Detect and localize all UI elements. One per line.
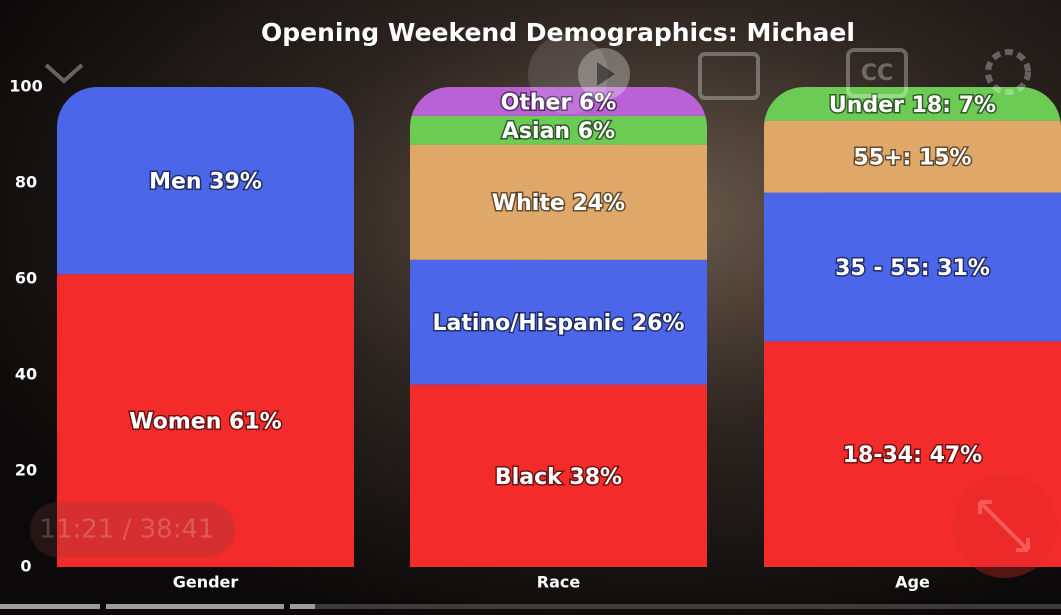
collapse-button[interactable] [44, 63, 84, 84]
y-tick-label: 40 [15, 365, 37, 384]
time-display: 11:21 / 38:41 [39, 515, 214, 545]
cast-button[interactable] [698, 52, 760, 100]
y-tick-label: 100 [9, 77, 42, 96]
progress-remaining [315, 604, 1061, 609]
bar-segment [57, 274, 354, 567]
segment-label: Under 18: 7% [829, 93, 996, 118]
fullscreen-icon [978, 500, 1030, 552]
stacked-bar [764, 87, 1061, 567]
y-tick-label: 60 [15, 269, 37, 288]
bar-segment [410, 144, 707, 260]
segment-label: Black 38% [495, 465, 622, 490]
segment-label: Asian 6% [502, 119, 615, 144]
segment-label: Latino/Hispanic 26% [433, 311, 685, 336]
progress-segment [106, 604, 284, 609]
progress-segment [0, 604, 100, 609]
chart: 0 20 40 60 80 100 Women 61% Men 39% Gender Black … [9, 77, 1061, 592]
segment-label: Other 6% [501, 90, 617, 115]
bar-segment [410, 115, 707, 145]
bar-segment [764, 192, 1061, 342]
y-tick-label: 0 [20, 557, 31, 576]
progress-segment [290, 604, 315, 609]
bar-segment [410, 384, 707, 567]
segment-label: 18-34: 47% [843, 443, 982, 468]
segment-label: 35 - 55: 31% [835, 256, 990, 281]
cc-label: CC [861, 61, 893, 86]
segment-label: White 24% [492, 191, 625, 216]
x-tick-label: Race [537, 573, 581, 592]
stacked-bar [410, 87, 707, 567]
cc-button[interactable] [846, 48, 908, 98]
chart-title: Opening Weekend Demographics: Michael [261, 18, 855, 47]
bar-segment [764, 87, 1061, 121]
bar-segment [410, 87, 707, 116]
segment-label: Women 61% [129, 410, 281, 435]
progress-bar[interactable] [0, 604, 1061, 609]
time-pill [30, 502, 235, 557]
y-tick-label: 20 [15, 461, 37, 480]
bar-segment [57, 87, 354, 275]
x-tick-label: Gender [173, 573, 239, 592]
y-tick-label: 80 [15, 173, 37, 192]
bar-segment [410, 259, 707, 385]
play-button[interactable] [578, 48, 630, 100]
bar-segment [764, 341, 1061, 567]
play-icon [597, 62, 615, 86]
segment-label: 55+: 15% [853, 146, 971, 171]
settings-button[interactable] [985, 49, 1031, 95]
segment-label: Men 39% [149, 170, 262, 195]
stacked-bar [57, 87, 354, 567]
bar-segment [764, 120, 1061, 193]
play-button-bg[interactable] [528, 34, 608, 114]
x-tick-label: Age [895, 573, 930, 592]
